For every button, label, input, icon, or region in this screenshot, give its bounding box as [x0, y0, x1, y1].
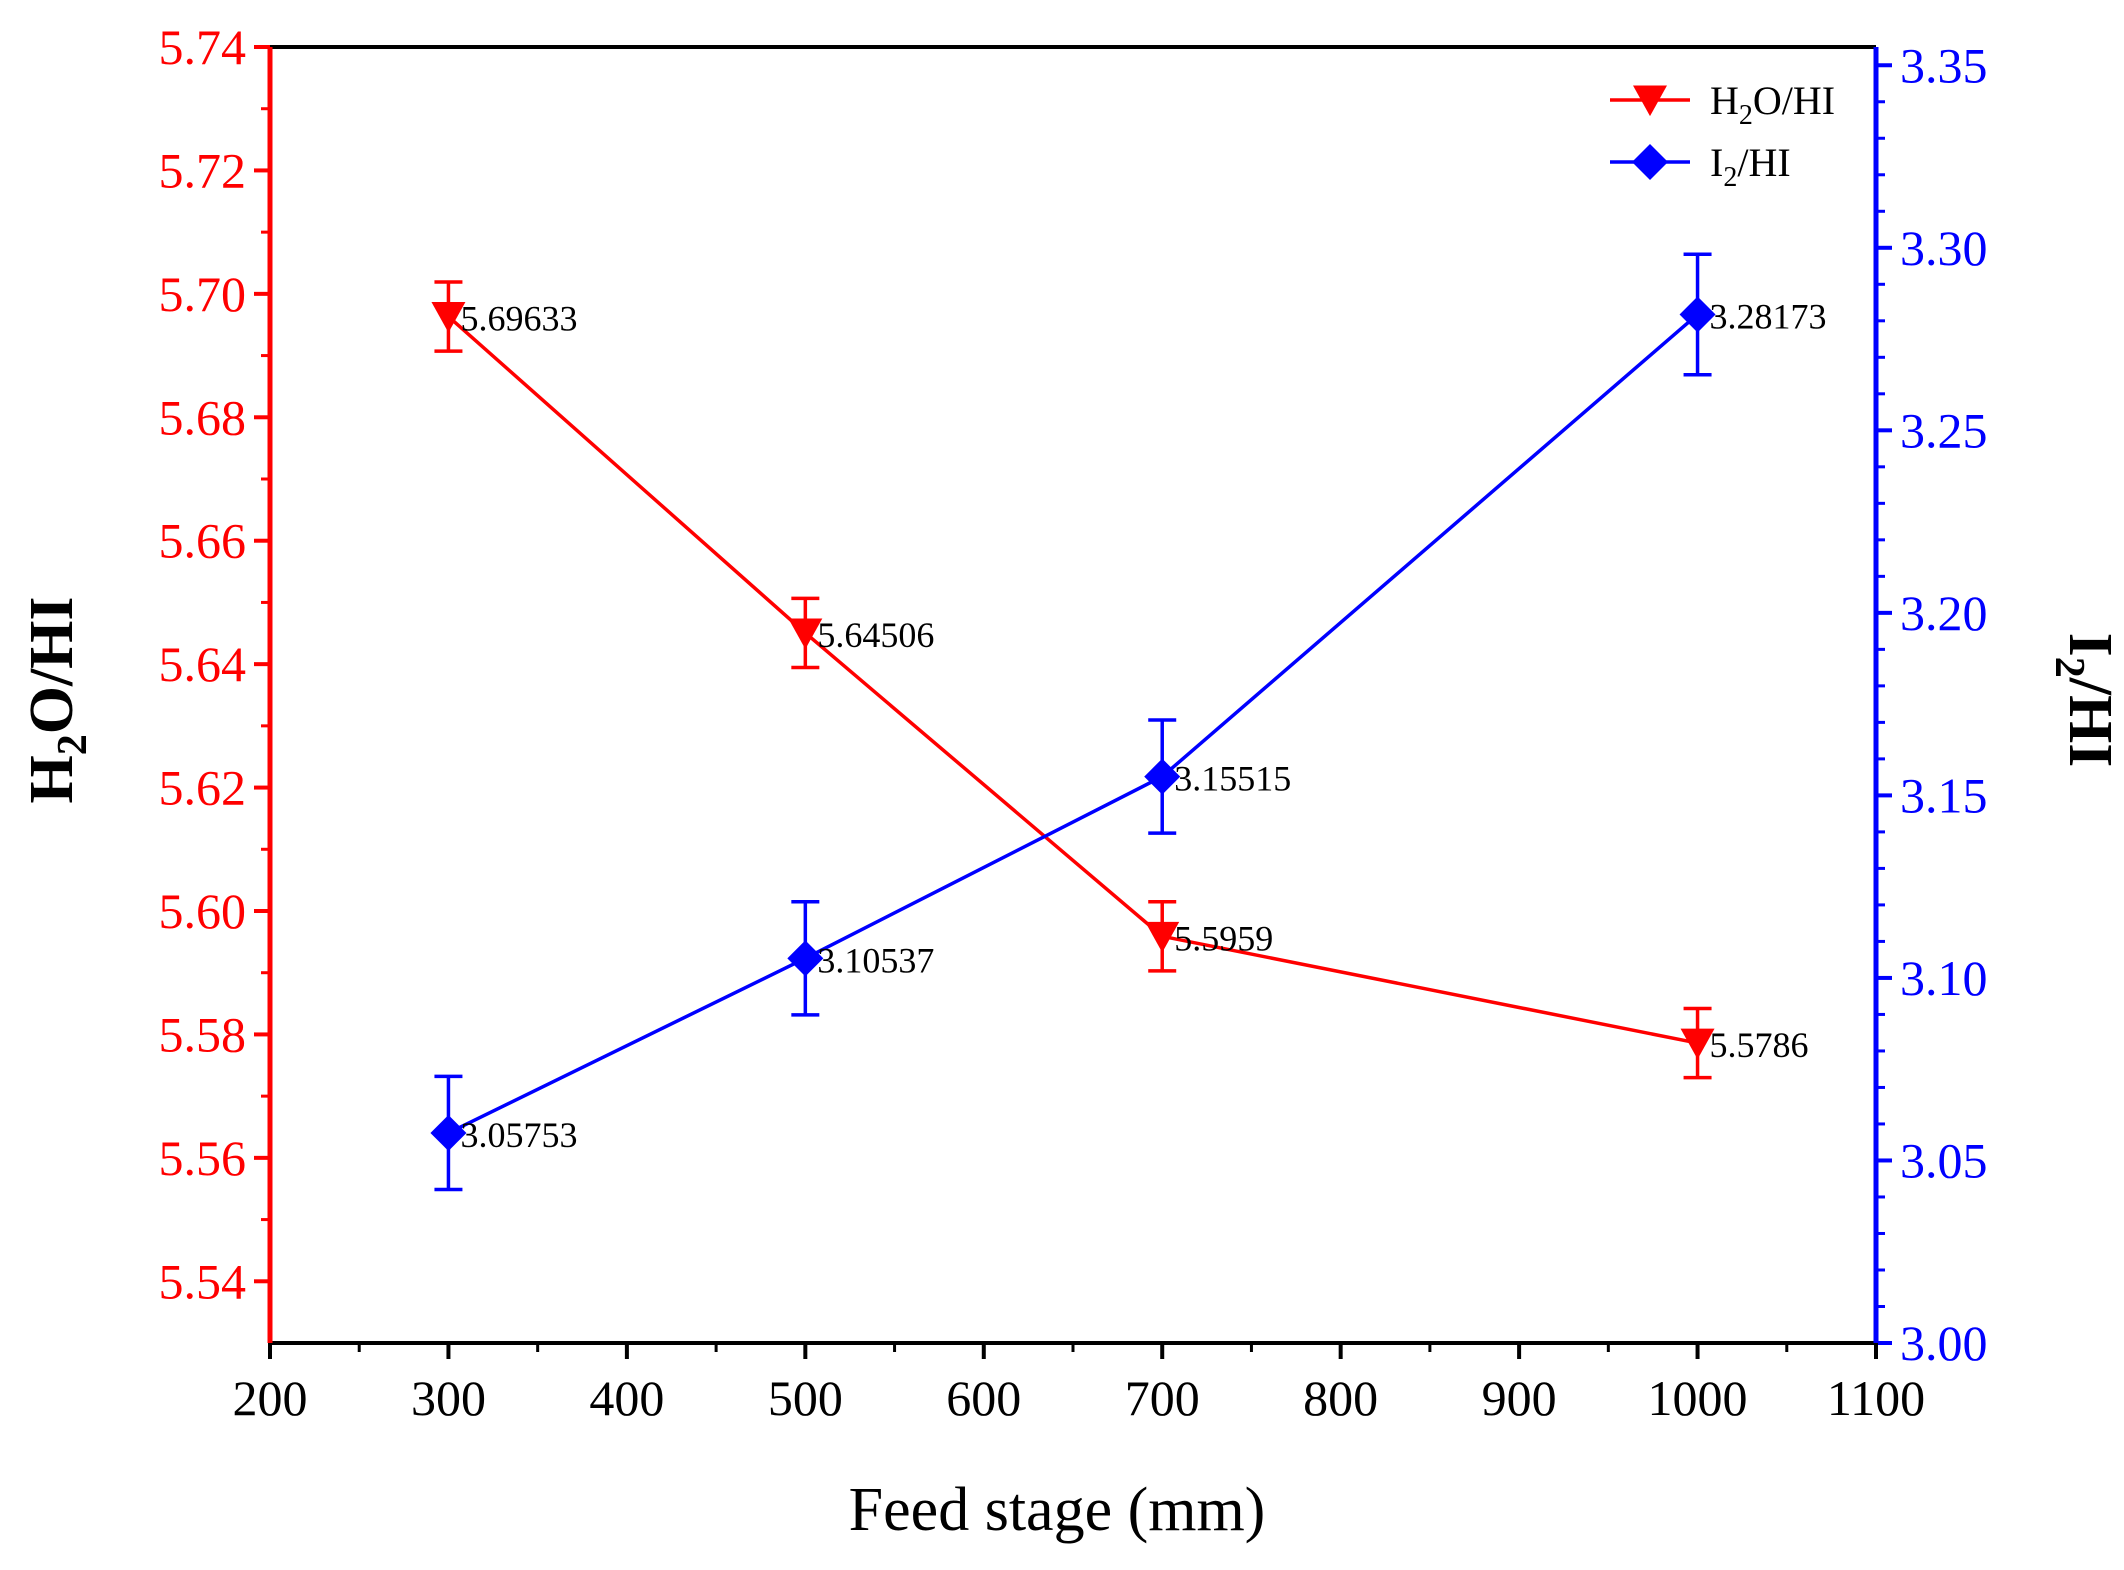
series-i2-hi: 3.05753 3.10537 3.15515 3.28173 — [430, 252, 1827, 1192]
legend-marker — [1632, 144, 1668, 180]
series-layer: 5.69633 5.64506 5.5959 5.5786 3.05753 3.10537… — [430, 252, 1827, 1192]
x-tick-label: 800 — [1303, 1370, 1378, 1426]
data-point — [430, 1114, 467, 1151]
right-tick-label: 3.25 — [1900, 402, 1988, 458]
data-label: 5.64506 — [817, 615, 934, 655]
data-point — [1144, 758, 1181, 795]
data-point — [788, 618, 823, 650]
right-tick-label: 3.20 — [1900, 585, 1988, 641]
x-tick-label: 1100 — [1827, 1370, 1925, 1426]
x-tick-label: 700 — [1125, 1370, 1200, 1426]
legend: H2O/HI I2/HI — [1610, 78, 1835, 193]
data-label: 3.28173 — [1710, 296, 1827, 336]
left-tick-label: 5.72 — [159, 142, 247, 198]
x-tick-label: 400 — [589, 1370, 664, 1426]
right-tick-label: 3.05 — [1900, 1132, 1988, 1188]
legend-marker — [1633, 85, 1667, 117]
right-tick-label: 3.10 — [1900, 950, 1988, 1006]
x-tick-label: 300 — [411, 1370, 486, 1426]
right-tick-label: 3.30 — [1900, 220, 1988, 276]
left-tick-label: 5.66 — [159, 513, 247, 569]
right-axis: 3.00 3.05 3.10 3.15 3.20 3.25 3.30 3.35 — [1876, 37, 1988, 1371]
x-tick-label: 500 — [768, 1370, 843, 1426]
data-label: 3.10537 — [817, 940, 934, 980]
x-axis: 200 300 400 500 600 700 800 900 1000 1100 — [233, 1343, 1925, 1426]
left-tick-label: 5.74 — [159, 19, 247, 75]
legend-label: H2O/HI — [1710, 78, 1835, 131]
left-tick-label: 5.68 — [159, 389, 247, 445]
series-line — [447, 315, 1698, 1045]
left-axis-title: H2O/HI — [18, 596, 96, 803]
data-point — [787, 940, 824, 977]
legend-label: I2/HI — [1710, 140, 1791, 193]
data-label: 5.5959 — [1174, 918, 1273, 958]
x-tick-label: 600 — [946, 1370, 1021, 1426]
right-axis-title: I2/HI — [2046, 633, 2124, 768]
right-tick-label: 3.35 — [1900, 37, 1988, 93]
left-tick-label: 5.64 — [159, 636, 247, 692]
data-point — [431, 302, 466, 333]
x-tick-label: 900 — [1482, 1370, 1557, 1426]
left-tick-label: 5.58 — [159, 1006, 247, 1062]
data-point — [1680, 1028, 1715, 1060]
left-tick-label: 5.62 — [159, 760, 247, 816]
data-point — [1679, 296, 1716, 333]
series-h2o-hi: 5.69633 5.64506 5.5959 5.5786 — [431, 280, 1809, 1080]
left-tick-label: 5.54 — [159, 1253, 247, 1309]
data-label: 5.69633 — [460, 299, 577, 339]
x-axis-title: Feed stage (mm) — [849, 1476, 1266, 1544]
data-label: 5.5786 — [1710, 1025, 1809, 1065]
x-tick-label: 1000 — [1648, 1370, 1748, 1426]
left-tick-label: 5.56 — [159, 1130, 247, 1186]
left-axis: 5.54 5.56 5.58 5.60 5.62 5.64 5.66 5.68 5.70 5.72… — [159, 19, 270, 1309]
x-tick-label: 200 — [233, 1370, 308, 1426]
left-tick-label: 5.60 — [159, 883, 247, 939]
series-line — [447, 313, 1699, 1135]
data-label: 3.15515 — [1174, 759, 1291, 799]
data-label: 3.05753 — [460, 1115, 577, 1155]
right-tick-label: 3.15 — [1900, 767, 1988, 823]
right-tick-label: 3.00 — [1900, 1315, 1988, 1371]
left-tick-label: 5.70 — [159, 266, 247, 322]
data-point — [1145, 921, 1180, 953]
